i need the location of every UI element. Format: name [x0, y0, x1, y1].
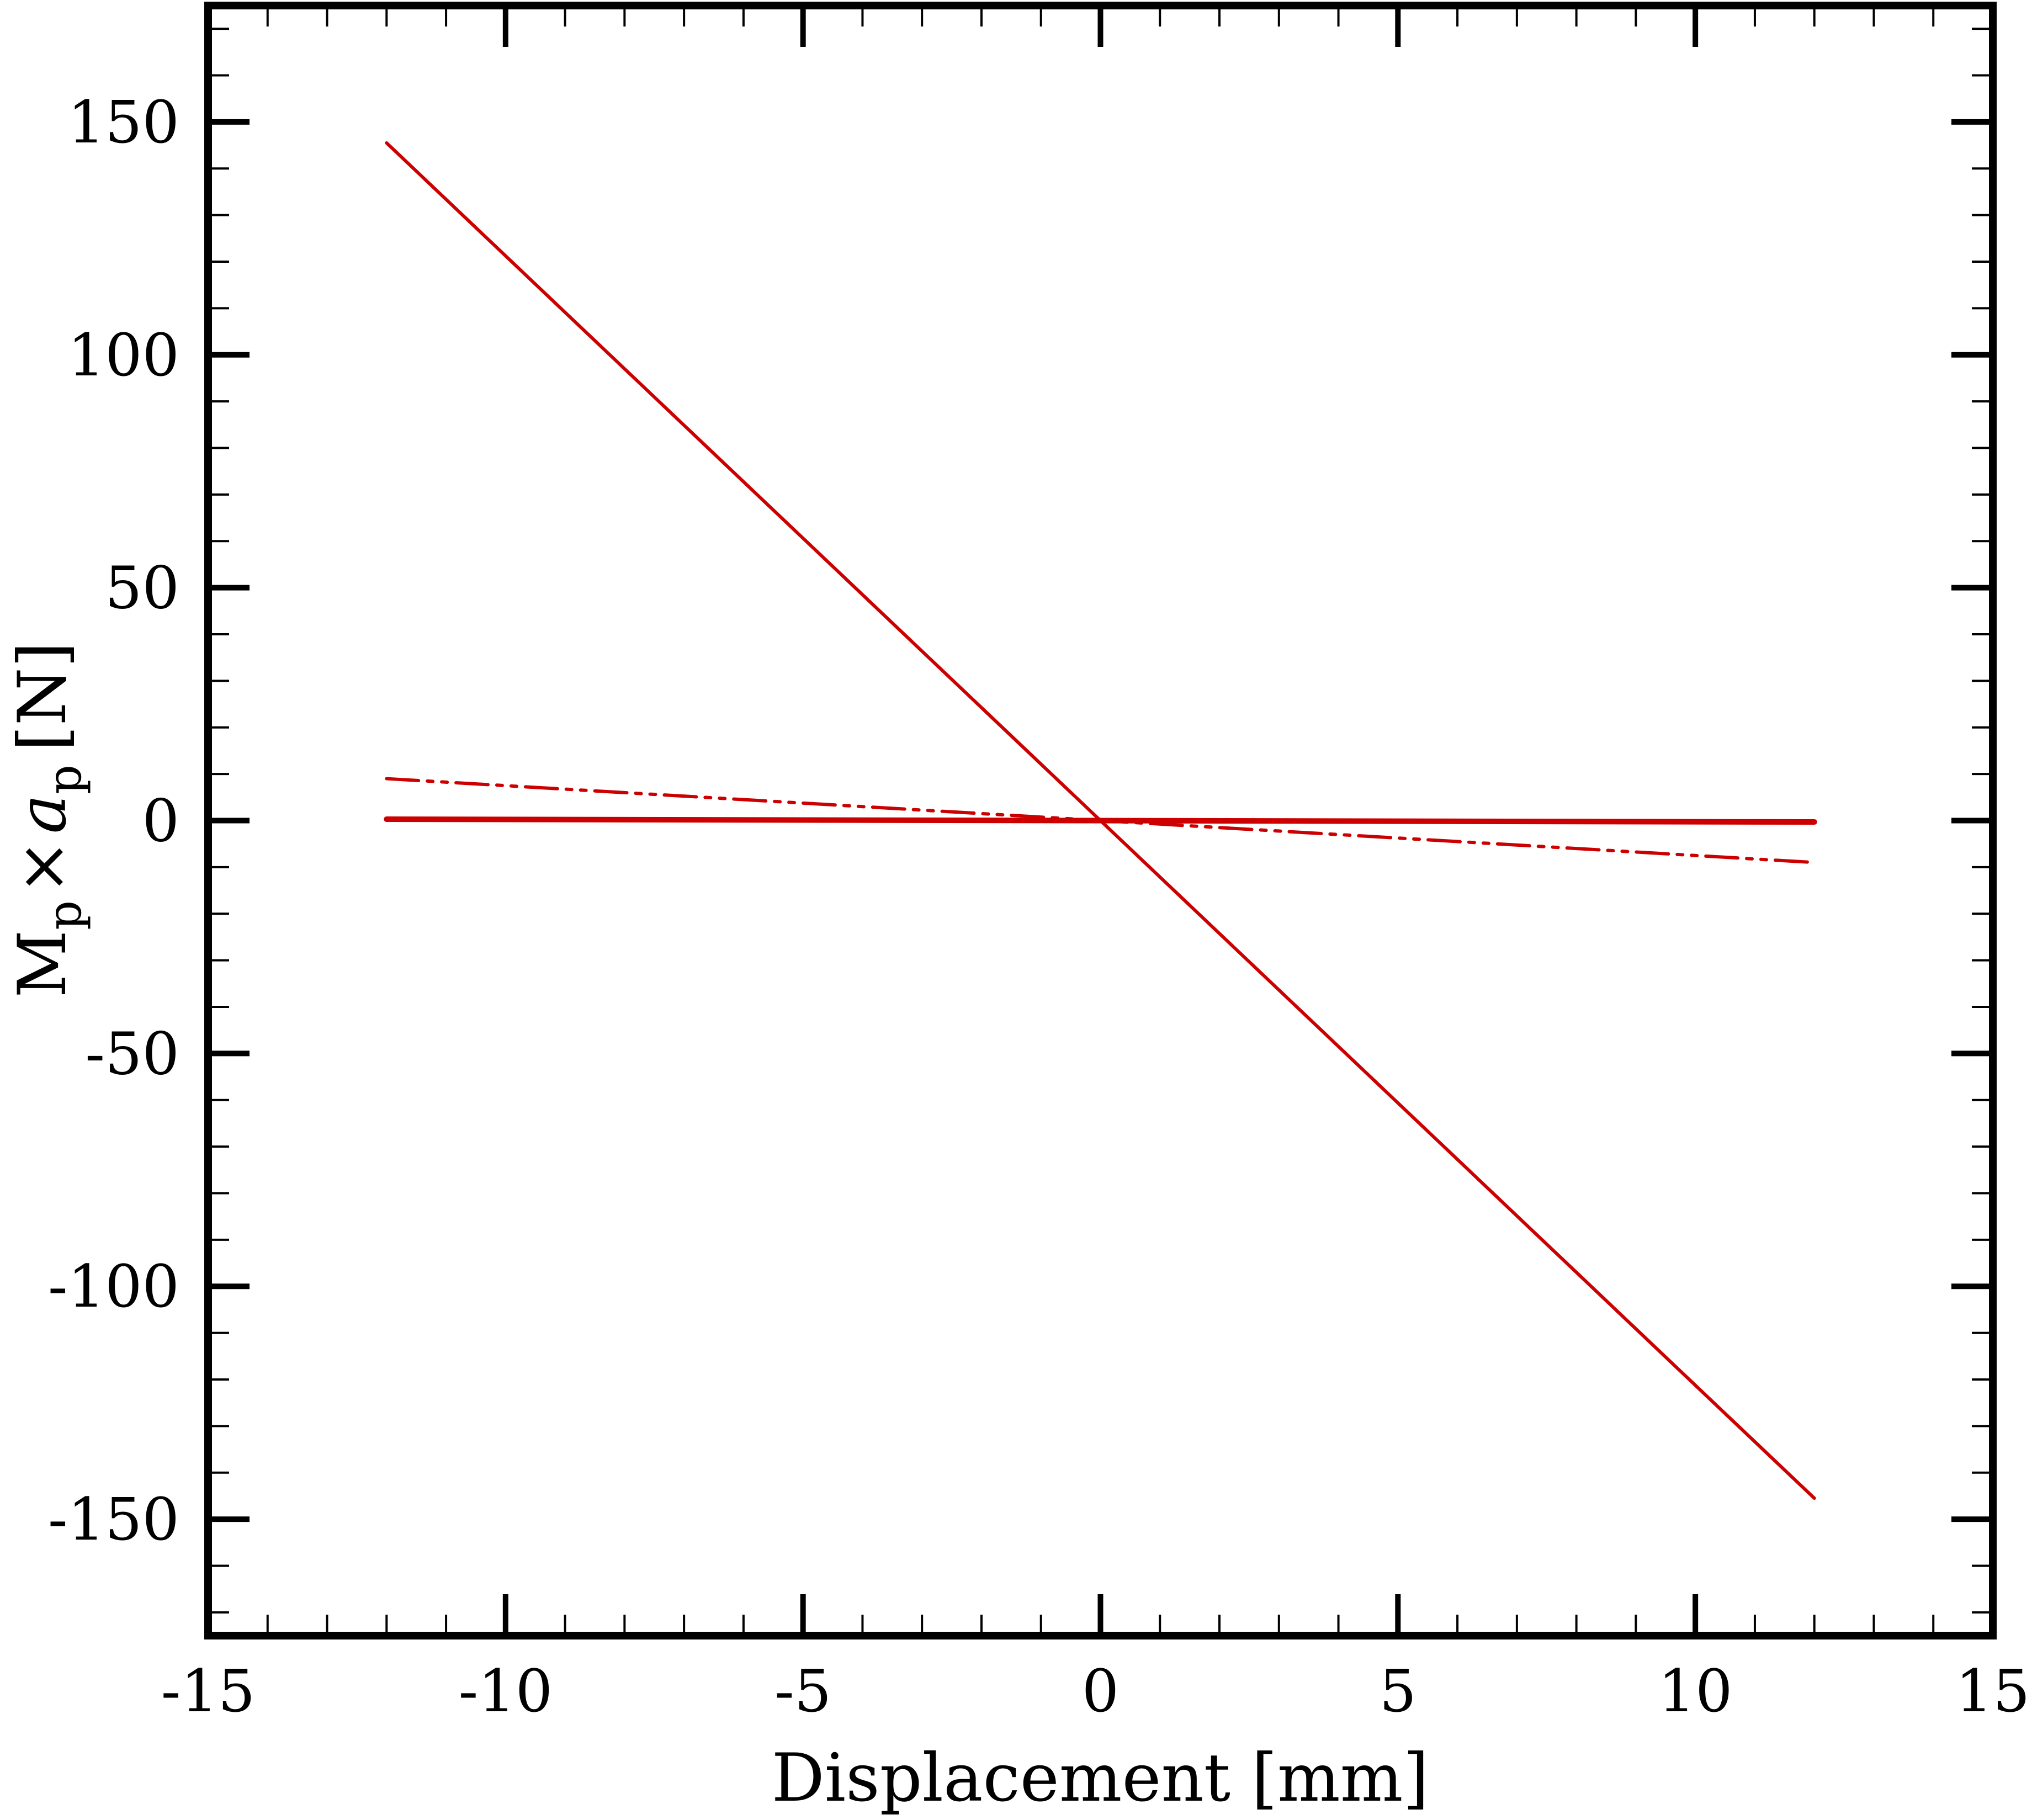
- x-tick-label: 10: [1658, 1657, 1733, 1725]
- y-tick-label: -100: [48, 1253, 179, 1320]
- series-line-3: [384, 816, 1817, 825]
- y-title-a-sub: p: [38, 765, 92, 794]
- y-title-m: M: [4, 930, 81, 998]
- x-axis-title: Displacement [mm]: [772, 1740, 1429, 1817]
- y-tick-label: 50: [105, 554, 179, 622]
- y-title-m-sub: p: [38, 900, 92, 930]
- y-tick-label: 100: [68, 321, 179, 389]
- x-tick-label: 5: [1380, 1657, 1416, 1725]
- plot-frame: [204, 2, 1997, 1639]
- y-title-unit: [N]: [4, 641, 81, 751]
- y-tick-label: 0: [142, 787, 179, 855]
- y-tick-label: 150: [68, 88, 179, 156]
- y-tick-labels: -150 -100 -50 0 50 100 150: [48, 88, 179, 1553]
- y-title-a: a: [4, 794, 81, 834]
- x-tick-label: 0: [1082, 1657, 1119, 1725]
- y-tick-label: -150: [48, 1485, 179, 1553]
- series-layer: [384, 141, 1817, 1500]
- x-tick-labels: -15 -10 -5 0 5 10 15: [161, 1657, 2030, 1725]
- svg-text:Mp×ap[N]: Mp×ap[N]: [4, 641, 92, 997]
- x-tick-label: -5: [774, 1657, 831, 1725]
- x-tick-label: 15: [1956, 1657, 2030, 1725]
- y-tick-label: -50: [85, 1020, 179, 1087]
- x-tick-label: -15: [161, 1657, 256, 1725]
- y-axis-title: Mp×ap[N]: [4, 641, 92, 997]
- y-title-times: ×: [4, 839, 81, 895]
- x-tick-label: -10: [458, 1657, 553, 1725]
